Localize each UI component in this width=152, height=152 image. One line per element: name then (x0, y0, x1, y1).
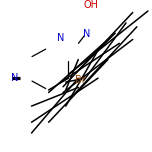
Text: N: N (57, 33, 65, 43)
Text: Br: Br (75, 75, 86, 85)
Text: OH: OH (84, 0, 99, 10)
Text: N: N (83, 29, 90, 39)
Text: N: N (11, 73, 18, 83)
